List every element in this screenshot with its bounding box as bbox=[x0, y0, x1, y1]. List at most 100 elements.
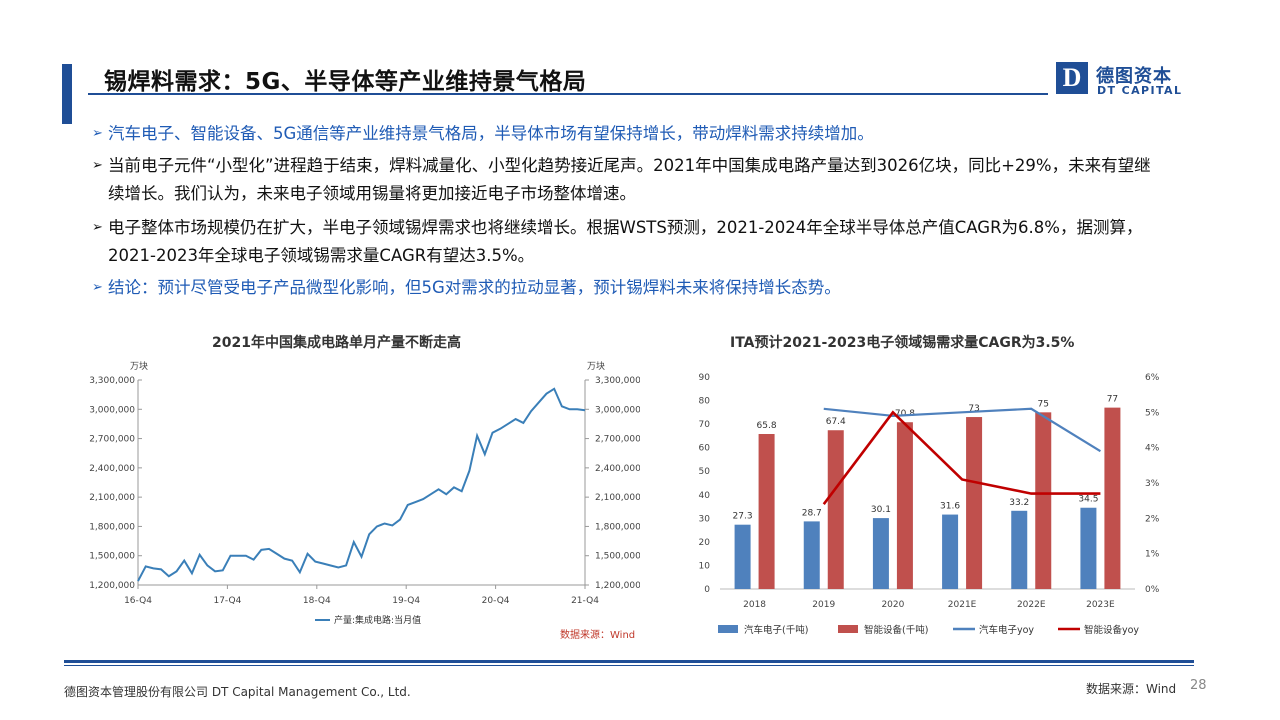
y-tick-label-left: 20 bbox=[699, 538, 711, 548]
page-number: 28 bbox=[1190, 678, 1207, 693]
y-tick-label-left: 1,500,000 bbox=[89, 552, 135, 562]
page-title: 锡焊料需求：5G、半导体等产业维持景气格局 bbox=[104, 69, 587, 95]
y-tick-label-right: 3,000,000 bbox=[595, 405, 640, 415]
x-tick-label: 20-Q4 bbox=[482, 596, 510, 606]
y-tick-label-right: 4% bbox=[1145, 444, 1160, 454]
bar-auto-electronics bbox=[1080, 507, 1097, 589]
arrow-bullet-icon: ➢ bbox=[92, 126, 103, 141]
y-tick-label-right: 6% bbox=[1145, 373, 1160, 383]
logo-text-en: DT CAPITAL bbox=[1097, 84, 1183, 97]
footer-rule-thin bbox=[64, 665, 1194, 666]
legend-label: 产量:集成电路:当月值 bbox=[334, 614, 421, 626]
y-tick-label-right: 1,200,000 bbox=[595, 581, 640, 591]
bullet-text: 结论：预计尽管受电子产品微型化影响，但5G对需求的拉动显著，预计锡焊料未来将保持… bbox=[108, 278, 841, 297]
x-tick-label: 2018 bbox=[743, 600, 766, 610]
legend-swatch bbox=[838, 625, 858, 633]
footer-company: 德图资本管理股份有限公司 DT Capital Management Co., … bbox=[64, 685, 411, 699]
x-tick-label: 21-Q4 bbox=[571, 596, 599, 606]
data-label: 33.2 bbox=[1009, 498, 1029, 508]
data-label: 28.7 bbox=[802, 508, 822, 518]
x-tick-label: 2022E bbox=[1017, 600, 1046, 610]
y-tick-label-right: 5% bbox=[1145, 408, 1160, 418]
arrow-bullet-icon: ➢ bbox=[92, 220, 103, 235]
legend-label: 汽车电子yoy bbox=[979, 624, 1034, 636]
x-tick-label: 18-Q4 bbox=[303, 596, 331, 606]
ic-output-line-chart: 万块 万块 1,200,000 1,200,000 1,500,000 1,500,000… bbox=[89, 360, 640, 626]
y-axis-unit-left: 万块 bbox=[130, 360, 148, 372]
x-tick-label: 2019 bbox=[812, 600, 835, 610]
y-tick-label-left: 80 bbox=[699, 397, 711, 407]
title-underline bbox=[88, 93, 1048, 95]
y-tick-label-right: 2% bbox=[1145, 514, 1160, 524]
data-label: 77 bbox=[1107, 395, 1118, 405]
legend-label: 汽车电子(千吨) bbox=[744, 624, 808, 636]
y-tick-label-right: 2,700,000 bbox=[595, 435, 640, 445]
bar-smart-devices bbox=[966, 417, 983, 589]
logo-mark: D bbox=[1056, 62, 1088, 94]
data-label: 30.1 bbox=[871, 505, 891, 515]
y-tick-label-right: 1% bbox=[1145, 550, 1160, 560]
x-tick-label: 2023E bbox=[1086, 600, 1115, 610]
x-tick-label: 16-Q4 bbox=[124, 596, 152, 606]
y-tick-label-right: 1,500,000 bbox=[595, 552, 640, 562]
bullet-text: 汽车电子、智能设备、5G通信等产业维持景气格局，半导体市场有望保持增长，带动焊料… bbox=[108, 124, 874, 143]
x-tick-label: 17-Q4 bbox=[213, 596, 241, 606]
y-tick-label-left: 1,200,000 bbox=[89, 581, 135, 591]
y-tick-label-left: 3,300,000 bbox=[89, 376, 135, 386]
bar-auto-electronics bbox=[872, 518, 889, 589]
bar-auto-electronics bbox=[803, 521, 820, 589]
y-tick-label-left: 0 bbox=[704, 585, 710, 595]
y-tick-label-left: 1,800,000 bbox=[89, 522, 135, 532]
bullet-text: 当前电子元件“小型化”进程趋于结束，焊料减量化、小型化趋势接近尾声。2021年中… bbox=[108, 156, 1151, 203]
x-tick-label: 2021E bbox=[948, 600, 977, 610]
bullet-item: ➢ 结论：预计尽管受电子产品微型化影响，但5G对需求的拉动显著，预计锡焊料未来将… bbox=[92, 274, 1152, 302]
y-tick-label-right: 2,400,000 bbox=[595, 464, 640, 474]
data-label: 67.4 bbox=[826, 417, 846, 427]
bullet-item: ➢ 电子整体市场规模仍在扩大，半电子领域锡焊需求也将继续增长。根据WSTS预测，… bbox=[92, 214, 1152, 270]
bar-smart-devices bbox=[896, 422, 913, 589]
y-tick-label-left: 2,100,000 bbox=[89, 493, 135, 503]
data-label: 65.8 bbox=[757, 421, 777, 431]
bullet-item: ➢ 当前电子元件“小型化”进程趋于结束，焊料减量化、小型化趋势接近尾声。2021… bbox=[92, 152, 1152, 208]
footer-rule bbox=[64, 660, 1194, 663]
y-tick-label-left: 2,400,000 bbox=[89, 464, 135, 474]
bar-smart-devices bbox=[827, 430, 844, 589]
bar-auto-electronics bbox=[942, 514, 959, 589]
bar-smart-devices bbox=[758, 434, 775, 589]
y-tick-label-left: 3,000,000 bbox=[89, 405, 135, 415]
arrow-bullet-icon: ➢ bbox=[92, 158, 103, 173]
y-tick-label-right: 1,800,000 bbox=[595, 522, 640, 532]
logo-text-cn: 德图资本 bbox=[1096, 66, 1172, 87]
data-label: 73 bbox=[968, 404, 979, 414]
y-tick-label-left: 40 bbox=[699, 491, 711, 501]
series-line-smart-yoy bbox=[822, 410, 1101, 505]
y-tick-label-left: 10 bbox=[699, 561, 711, 571]
y-tick-label-left: 90 bbox=[699, 373, 711, 383]
title-accent-bar bbox=[62, 64, 72, 124]
bar-smart-devices bbox=[1104, 407, 1121, 589]
arrow-bullet-icon: ➢ bbox=[92, 280, 103, 295]
y-tick-label-right: 2,100,000 bbox=[595, 493, 640, 503]
chart-title-tin-demand: ITA预计2021-2023电子领域锡需求量CAGR为3.5% bbox=[730, 335, 1075, 351]
chart-title-ic-output: 2021年中国集成电路单月产量不断走高 bbox=[212, 335, 461, 351]
legend-label: 智能设备(千吨) bbox=[864, 624, 928, 636]
data-label: 27.3 bbox=[733, 512, 753, 522]
data-label: 34.5 bbox=[1078, 495, 1098, 505]
series-line-auto-yoy bbox=[823, 407, 1101, 453]
y-tick-label-right: 3% bbox=[1145, 479, 1160, 489]
y-tick-label-left: 50 bbox=[699, 467, 711, 477]
bullet-item: ➢ 汽车电子、智能设备、5G通信等产业维持景气格局，半导体市场有望保持增长，带动… bbox=[92, 120, 1152, 148]
bar-smart-devices bbox=[1035, 412, 1052, 589]
bullet-text: 电子整体市场规模仍在扩大，半电子领域锡焊需求也将继续增长。根据WSTS预测，20… bbox=[108, 218, 1143, 265]
chart-source: 数据来源：Wind bbox=[560, 630, 636, 641]
y-axis-unit-right: 万块 bbox=[587, 360, 605, 372]
bar-auto-electronics bbox=[1011, 510, 1028, 589]
legend-label: 智能设备yoy bbox=[1084, 624, 1139, 636]
bullet-list: ➢ 汽车电子、智能设备、5G通信等产业维持景气格局，半导体市场有望保持增长，带动… bbox=[92, 120, 1152, 302]
legend-swatch bbox=[718, 625, 738, 633]
x-tick-label: 19-Q4 bbox=[392, 596, 420, 606]
tin-demand-combo-chart: 0 10 20 30 40 50 60 70 80 90 0% 1% 2% 3% 4% 5% 6% 2018 201… bbox=[699, 373, 1160, 636]
bar-auto-electronics bbox=[734, 524, 751, 589]
y-tick-label-left: 70 bbox=[699, 420, 711, 430]
y-tick-label-left: 30 bbox=[699, 514, 711, 524]
